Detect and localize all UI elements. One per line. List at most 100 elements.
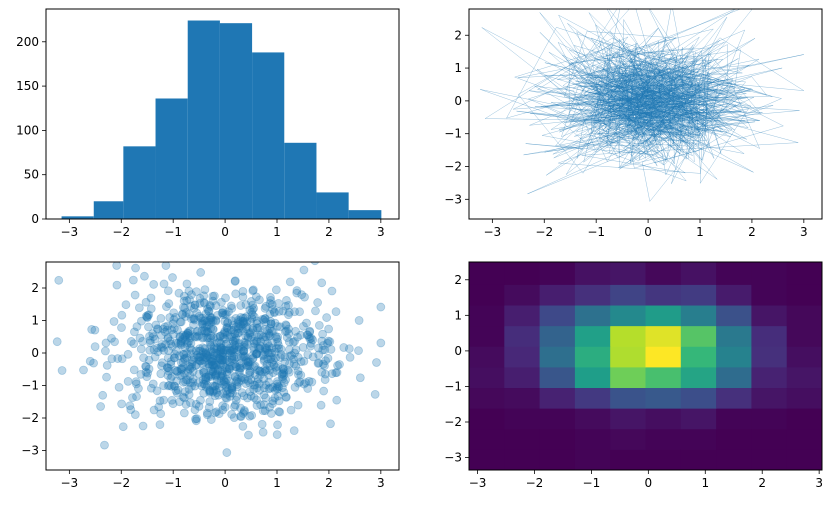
heatmap-cell	[716, 366, 752, 389]
scatter-point	[317, 367, 327, 377]
heatmap-cell	[786, 346, 822, 368]
scatter-point	[293, 352, 303, 362]
scatter-point	[175, 317, 185, 327]
scatter-point	[323, 353, 333, 363]
scatter-point	[252, 401, 262, 410]
scatter-point	[201, 328, 211, 338]
scatter-point	[232, 352, 242, 362]
scatter-point	[195, 344, 204, 354]
scatter-point	[257, 367, 266, 377]
scatter-point	[222, 327, 232, 337]
scatter-point	[112, 262, 122, 270]
scatter-point	[229, 336, 238, 346]
scatter-point	[211, 315, 221, 325]
scatter-point	[202, 350, 212, 360]
scatter-point	[194, 252, 202, 260]
scatter-point	[249, 393, 259, 403]
scatter-point	[180, 369, 189, 378]
scatter-point	[102, 360, 112, 370]
scatter-point	[225, 343, 235, 353]
scatter-point	[265, 383, 275, 393]
scatter-point	[176, 336, 186, 346]
scatter-point	[376, 302, 386, 312]
scatter-point	[306, 338, 316, 348]
scatter-point	[262, 344, 272, 353]
heatmap-cell	[539, 346, 576, 368]
scatter-point	[230, 329, 240, 339]
scatter-point	[236, 372, 246, 382]
heatmap-cell	[680, 366, 717, 389]
scatter-point	[201, 326, 211, 336]
scatter-point	[178, 392, 188, 402]
scatter-point	[162, 302, 171, 312]
scatter-point	[170, 382, 180, 391]
scatter-point	[89, 358, 98, 368]
scatter-point	[239, 391, 249, 401]
scatter-point	[227, 382, 237, 392]
heatmap-cell	[610, 346, 646, 368]
scatter-point	[202, 353, 211, 363]
scatter-point	[189, 353, 199, 362]
scatter-point	[160, 322, 170, 332]
scatter-point	[141, 367, 151, 377]
scatter-point	[238, 313, 248, 323]
heatmap-cell	[751, 262, 788, 285]
scatter-point	[203, 333, 213, 343]
heatmap-panel: −3 −2 −1 0 1 2 3 −3 −2 −1 0 1 2	[444, 261, 823, 490]
scatter-point	[225, 388, 235, 398]
scatter-point	[238, 317, 248, 326]
scatter-point	[210, 362, 220, 372]
scatter-point	[112, 280, 122, 290]
scatter-point	[269, 308, 279, 318]
scatter-point	[281, 392, 291, 402]
scatter-point	[221, 386, 231, 396]
scatter-point	[259, 374, 269, 384]
scatter-point	[212, 380, 222, 389]
x-tick-label: 3	[377, 476, 385, 490]
scatter-point	[159, 381, 168, 391]
scatter-point	[241, 360, 251, 370]
scatter-point	[181, 375, 191, 385]
heatmap-cell	[610, 305, 646, 327]
scatter-point	[141, 361, 151, 371]
heatmap-cell	[610, 428, 646, 450]
scatter-point	[305, 327, 315, 337]
y-tick-label: 2	[454, 273, 462, 287]
scatter-point	[174, 288, 184, 298]
scatter-point	[232, 347, 242, 356]
scatter-point	[202, 380, 212, 390]
heatmap-cell	[645, 305, 682, 327]
scatter-panel: −3 −2 −1 0 1 2 3 −3 −2 −1 0 1 2	[21, 252, 400, 490]
axes-frame	[45, 261, 400, 471]
scatter-point	[166, 373, 176, 383]
scatter-point	[288, 337, 298, 347]
scatter-point	[272, 383, 282, 393]
scatter-point	[252, 348, 262, 358]
scatter-point	[197, 381, 207, 391]
scatter-point	[284, 308, 294, 317]
scatter-point	[222, 383, 232, 392]
scatter-point	[178, 330, 188, 340]
heatmap-cell	[786, 305, 822, 327]
scatter-point	[142, 312, 152, 322]
heatmap-cell	[610, 408, 646, 430]
scatter-point	[216, 358, 225, 368]
scatter-point	[271, 332, 281, 341]
scatter-point	[177, 365, 187, 375]
scatter-point	[220, 316, 230, 326]
scatter-point	[258, 314, 267, 324]
scatter-point	[344, 344, 354, 354]
scatter-point	[195, 356, 205, 366]
scatter-point	[110, 337, 119, 347]
scatter-point	[262, 359, 272, 369]
scatter-point	[248, 350, 258, 360]
heatmap-cell	[751, 305, 788, 327]
scatter-point	[138, 421, 148, 431]
scatter-point	[185, 333, 195, 343]
scatter-point	[327, 369, 337, 379]
scatter-point	[331, 368, 341, 378]
scatter-point	[206, 323, 216, 333]
scatter-point	[214, 409, 224, 419]
scatter-point	[268, 399, 277, 408]
scatter-point	[293, 370, 303, 379]
